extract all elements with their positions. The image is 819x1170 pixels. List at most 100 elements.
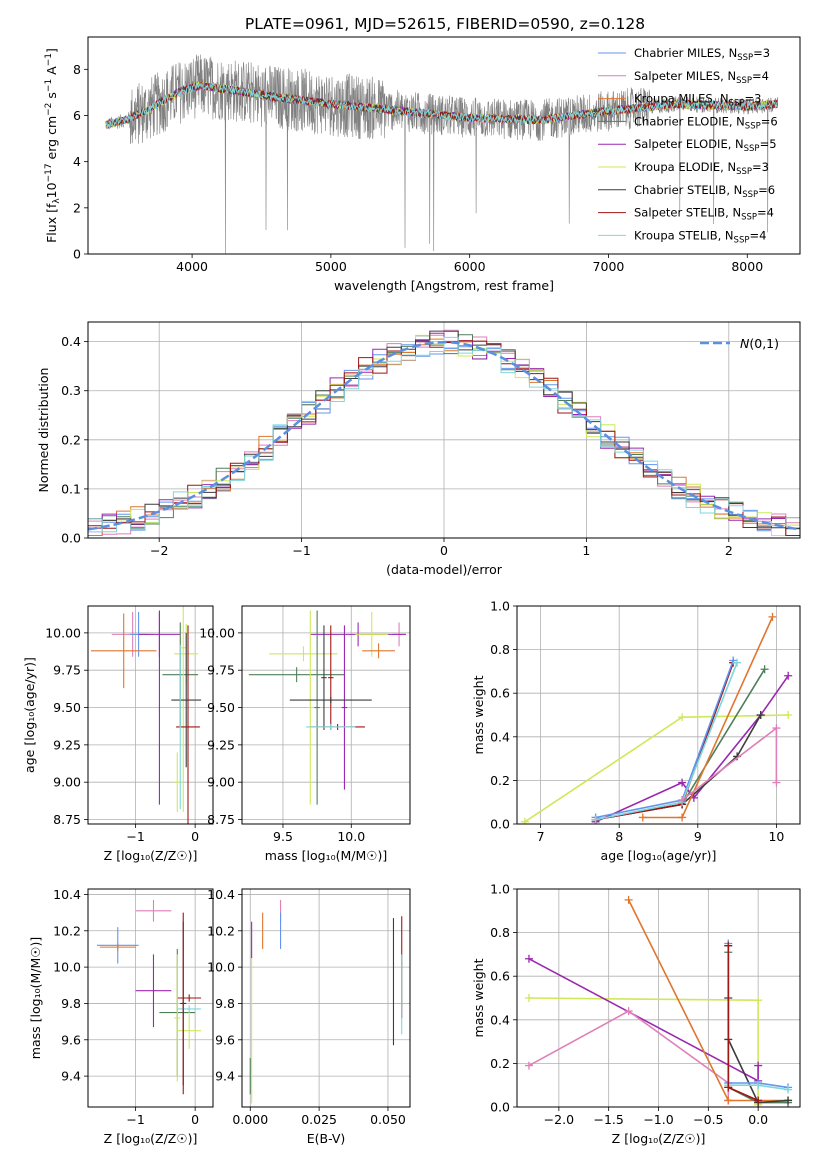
legend-label-text: Kroupa STELIB, N xyxy=(634,228,734,242)
legend-label-sub: SSP xyxy=(736,76,752,86)
x-tick-label: −2.0 xyxy=(544,1112,574,1127)
x-tick-label: 0.0 xyxy=(748,1112,768,1127)
error-bar-point xyxy=(171,632,202,768)
y-tick-label: 8.75 xyxy=(53,812,81,827)
y-tick-label: 10.2 xyxy=(207,923,235,938)
legend-label: Kroupa STELIB, NSSP=4 xyxy=(634,228,766,245)
histogram-step xyxy=(88,329,800,535)
y-tick-label: 9.00 xyxy=(53,775,81,790)
panel-residuals: −2 −1 0 1 2 0.0 0.1 0.2 0.3 0.4 (data-model)/error… xyxy=(36,321,801,577)
weight-marker xyxy=(754,1096,763,1105)
y-tick-label: 0.0 xyxy=(490,817,510,832)
error-bar-point xyxy=(90,613,157,689)
y-tick-label: 6 xyxy=(73,108,81,123)
y-tick-label: 0.2 xyxy=(61,432,81,447)
legend-label-text: (0,1) xyxy=(749,336,779,351)
weight-marker xyxy=(784,1085,793,1094)
error-bar-point xyxy=(307,610,314,805)
y-tick-label: 8.75 xyxy=(207,812,235,827)
y-tick-label: 0.4 xyxy=(490,729,510,744)
error-bar-point xyxy=(248,667,345,683)
error-bar-point xyxy=(177,1005,202,1013)
legend-label: N(0,1) xyxy=(740,336,779,351)
x-tick-label: 6000 xyxy=(454,259,486,274)
x-tick-label: 0 xyxy=(191,829,199,844)
y-axis-label-part: −1 xyxy=(44,53,54,66)
weight-marker xyxy=(754,996,763,1005)
weight-marker xyxy=(772,724,781,733)
plot-area xyxy=(520,612,793,824)
y-tick-label: 0.8 xyxy=(490,925,510,940)
weight-marker xyxy=(754,1061,763,1070)
panel-weight-vs-age: 7 8 9 10 0.0 0.2 0.4 0.6 0.8 1.0 age [log₁₀(age/yr… xyxy=(471,599,801,863)
axes-frame xyxy=(241,605,411,825)
x-tick-label: 7 xyxy=(537,829,545,844)
error-bar-point xyxy=(355,611,389,657)
legend-label-suffix: =4 xyxy=(757,206,774,220)
y-tick-label: 0.6 xyxy=(490,686,510,701)
x-axis-label: Z [log₁₀(Z/Z☉)] xyxy=(612,1131,706,1146)
y-tick-label: 0 xyxy=(73,247,81,262)
legend-label-suffix: =3 xyxy=(753,46,770,60)
legend-label-suffix: =3 xyxy=(744,92,761,106)
weight-marker xyxy=(520,817,529,824)
legend-label-suffix: =5 xyxy=(760,137,777,151)
y-tick-label: 0.1 xyxy=(61,481,81,496)
legend-label-text: Salpeter MILES, N xyxy=(634,69,736,83)
panel-mass-vs-Z: −1 0 9.4 9.6 9.8 10.0 10.2 10.4 Z [log₁₀(Z/Z☉)] m… xyxy=(28,887,214,1146)
weight-marker xyxy=(678,796,687,805)
legend-label-text: Chabrier ELODIE, N xyxy=(634,114,745,128)
x-tick-label: 0 xyxy=(191,1112,199,1127)
y-axis-label-part: −2 xyxy=(44,103,54,116)
plot-area xyxy=(524,895,793,1107)
axes-frame xyxy=(87,321,801,539)
y-tick-label: 9.8 xyxy=(61,996,81,1011)
y-tick-label: 8 xyxy=(73,62,81,77)
y-tick-label: 9.75 xyxy=(53,663,81,678)
y-tick-label: 4 xyxy=(73,154,81,169)
weight-marker xyxy=(524,994,533,1002)
y-tick-label: 9.6 xyxy=(61,1032,81,1047)
x-tick-label: 4000 xyxy=(176,259,208,274)
figure-title: PLATE=0961, MJD=52615, FIBERID=0590, z=0… xyxy=(245,15,645,33)
panel-age-vs-Z: −1 0 8.75 9.00 9.25 9.50 9.75 10.00 Z [log₁₀(Z/Z… xyxy=(22,605,214,863)
weight-marker xyxy=(772,778,781,787)
axes-frame xyxy=(516,605,801,825)
x-tick-label: 10.0 xyxy=(337,829,365,844)
panel-mass-vs-ebv: 0.000 0.025 0.050 9.4 9.6 9.8 10.0 10.2 10.4 E(B-… xyxy=(207,887,411,1146)
y-tick-label: 9.25 xyxy=(53,737,81,752)
plot-area xyxy=(248,610,406,805)
weight-marker xyxy=(756,711,765,719)
legend-label-suffix: =3 xyxy=(752,160,769,174)
x-axis-label: wavelength [Angstrom, rest frame] xyxy=(334,278,554,293)
x-tick-label: −1.5 xyxy=(593,1112,623,1127)
error-bar-point xyxy=(174,954,181,1082)
legend-label-sub: SSP xyxy=(741,213,757,223)
weight-marker xyxy=(724,941,733,950)
panel-weight-vs-Z: −2.0 −1.5 −1.0 −0.5 0.0 0.0 0.2 0.4 0.6 0.8 1.0 Z [… xyxy=(471,882,801,1146)
y-tick-label: 9.4 xyxy=(61,1069,81,1084)
weight-marker xyxy=(678,778,687,787)
y-axis-label: mass weight xyxy=(471,675,486,754)
legend-label-sub: SSP xyxy=(744,144,760,154)
axes-frame xyxy=(87,36,801,255)
x-tick-label: 9.5 xyxy=(273,829,293,844)
weight-marker xyxy=(784,711,793,719)
legend-label-sub: SSP xyxy=(737,53,753,63)
x-tick-label: 8 xyxy=(615,829,623,844)
axes-frame xyxy=(516,888,801,1108)
error-bar-point xyxy=(306,723,356,730)
axes-frame xyxy=(241,888,411,1108)
x-tick-label: −1.0 xyxy=(643,1112,673,1127)
y-axis-label-part: ] xyxy=(44,48,59,53)
y-tick-label: 9.4 xyxy=(215,1069,235,1084)
y-axis-label: age [log₁₀(age/yr)] xyxy=(22,657,37,773)
y-tick-label: 10.4 xyxy=(53,887,81,902)
y-tick-label: 0.6 xyxy=(490,969,510,984)
y-axis-label-part: −1 xyxy=(44,79,54,92)
y-tick-label: 2 xyxy=(73,200,81,215)
legend-label-sub: SSP xyxy=(734,235,750,245)
legend-label-sub: SSP xyxy=(729,99,745,109)
y-tick-label: 0.0 xyxy=(490,1100,510,1115)
